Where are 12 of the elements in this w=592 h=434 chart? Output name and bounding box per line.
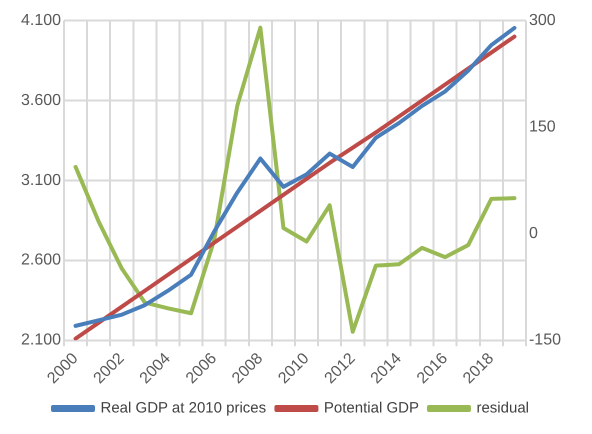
y2-tick-label: 300	[528, 12, 556, 30]
y2-tick-label: -150	[528, 332, 562, 349]
y-tick-label: 3.100	[20, 172, 62, 189]
y2-tick-label: 150	[528, 118, 556, 136]
y-tick-label: 2.100	[20, 332, 62, 349]
legend-label: Potential GDP	[324, 400, 419, 417]
legend-label: Real GDP at 2010 prices	[100, 400, 266, 417]
y-tick-label: 4.100	[20, 12, 62, 30]
y2-tick-label: 0	[528, 225, 538, 242]
y-tick-label: 2.600	[20, 252, 62, 269]
y-tick-label: 3.600	[20, 92, 62, 109]
legend-label: residual	[476, 400, 529, 417]
